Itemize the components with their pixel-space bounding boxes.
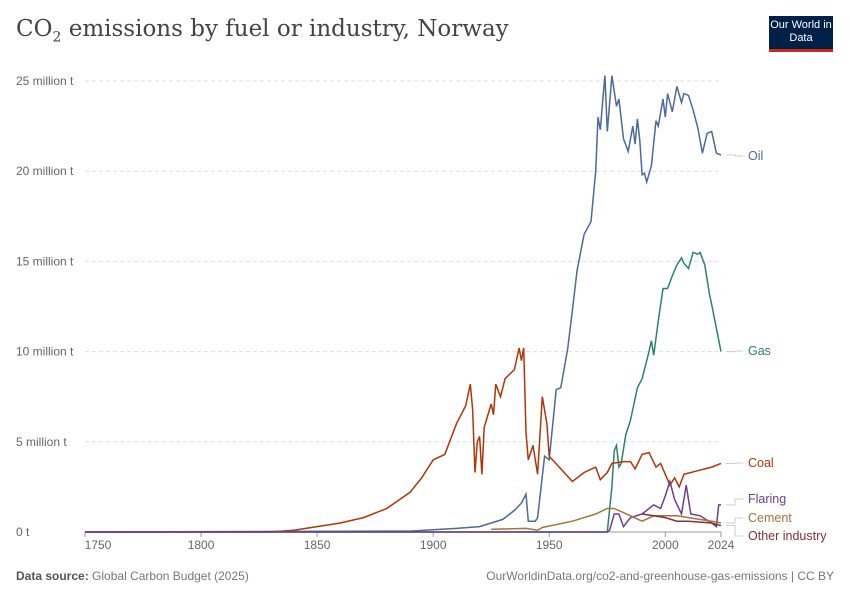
x-tick-label: 1950 <box>536 538 563 552</box>
x-tick-label: 1850 <box>304 538 331 552</box>
series-label: Cement <box>748 511 792 525</box>
series-line-flaring <box>85 478 721 533</box>
owid-logo[interactable]: Our World in Data <box>769 16 833 52</box>
source-url[interactable]: OurWorldinData.org/co2-and-greenhouse-ga… <box>486 569 834 583</box>
series-label: Other industry <box>748 529 827 543</box>
label-connector <box>726 498 743 506</box>
series-label: Gas <box>748 344 771 358</box>
chart-title: CO2 emissions by fuel or industry, Norwa… <box>16 16 509 46</box>
x-tick-label: 1900 <box>420 538 447 552</box>
x-tick-label: 1750 <box>85 538 112 552</box>
series-line-gas <box>85 251 722 533</box>
series-line-cement <box>491 507 722 531</box>
x-tick-label: 2024 <box>708 538 735 552</box>
y-tick-label: 10 million t <box>16 345 74 359</box>
label-connector <box>726 350 743 353</box>
y-tick-label: 0 t <box>16 525 30 539</box>
y-tick-label: 20 million t <box>16 164 74 178</box>
y-tick-label: 15 million t <box>16 254 74 268</box>
label-connector <box>726 517 743 524</box>
series-label: Flaring <box>748 492 786 506</box>
y-tick-label: 5 million t <box>16 435 67 449</box>
y-tick-label: 25 million t <box>16 74 74 88</box>
label-connector <box>726 525 743 537</box>
label-connector <box>726 154 743 157</box>
series-line-other-industry <box>641 513 722 527</box>
x-tick-label: 2000 <box>652 538 679 552</box>
series-line-oil <box>84 75 722 533</box>
data-source: Data source: Global Carbon Budget (2025) <box>16 569 249 583</box>
series-label: Coal <box>748 456 774 470</box>
series-label: Oil <box>748 149 763 163</box>
x-tick-label: 1800 <box>188 538 215 552</box>
series-line-coal <box>85 347 722 533</box>
